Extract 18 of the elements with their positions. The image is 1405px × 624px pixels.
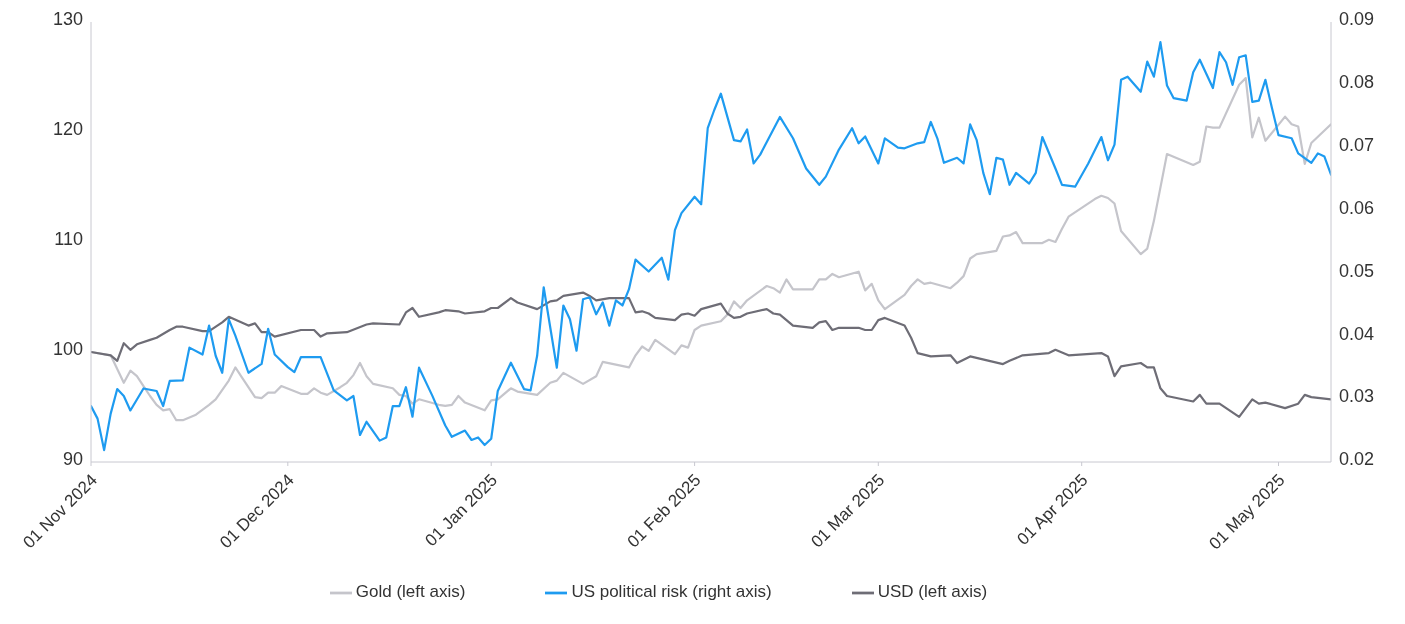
y2-tick-label: 0.07 xyxy=(1339,134,1375,155)
y2-tick-label: 0.08 xyxy=(1339,72,1375,93)
y-tick-label: 90 xyxy=(62,449,83,470)
y2-tick-label: 0.04 xyxy=(1339,323,1375,344)
y2-tick-label: 0.05 xyxy=(1339,260,1375,281)
y-tick-label: 110 xyxy=(54,229,83,250)
line-series xyxy=(91,41,1331,452)
legend-label: USD (left axis) xyxy=(877,582,988,602)
legend-label: Gold (left axis) xyxy=(355,582,466,602)
y2-tick-label: 0.02 xyxy=(1339,449,1375,470)
line-series xyxy=(91,291,1331,418)
y-tick-label: 100 xyxy=(52,339,83,360)
y2-tick-label: 0.09 xyxy=(1339,9,1375,30)
y-tick-label: 130 xyxy=(52,9,83,30)
y-tick-label: 120 xyxy=(52,119,83,140)
y2-tick-label: 0.06 xyxy=(1339,197,1375,218)
y2-tick-label: 0.03 xyxy=(1339,386,1375,407)
legend-label: US political risk (right axis) xyxy=(571,582,772,602)
